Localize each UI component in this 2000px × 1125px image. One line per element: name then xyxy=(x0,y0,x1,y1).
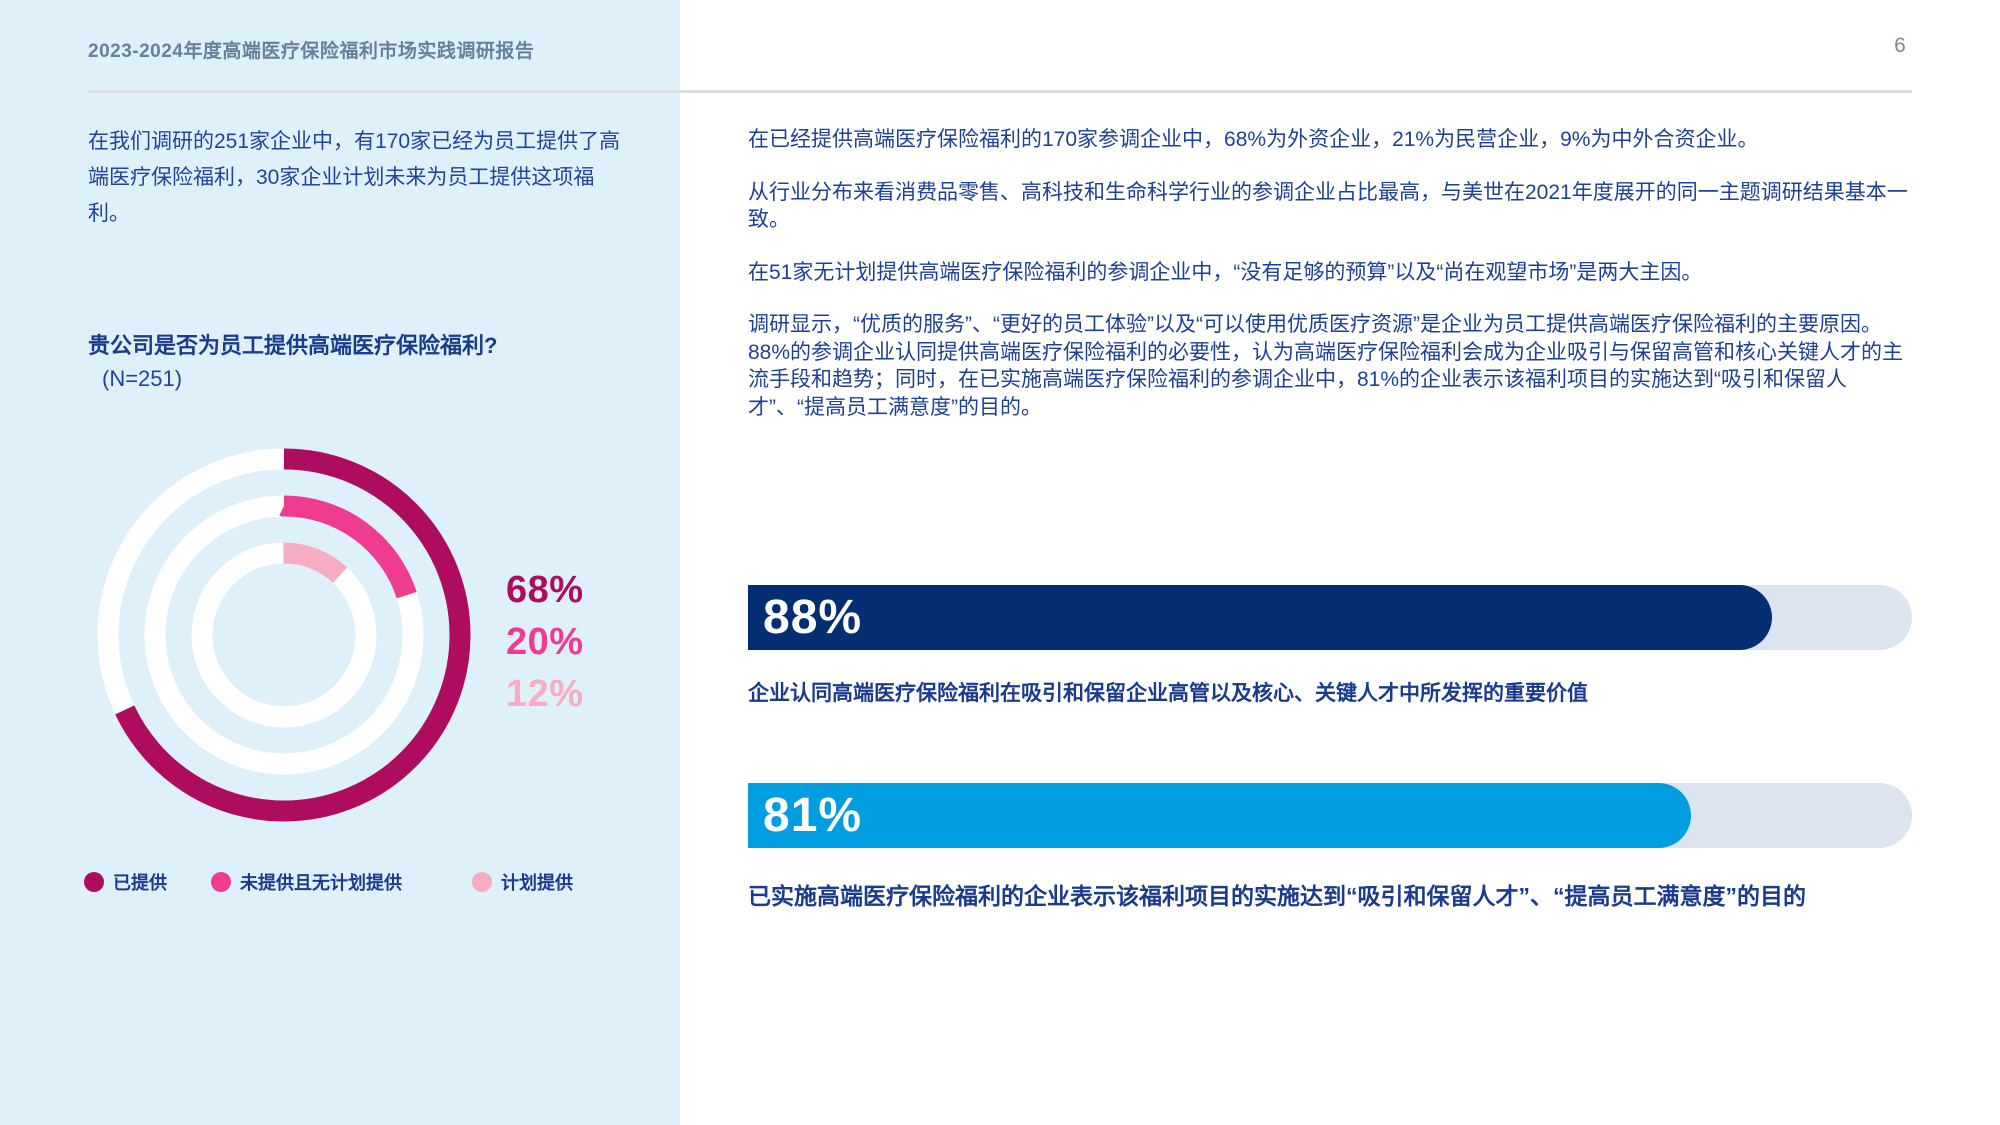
donut-arc-provided xyxy=(97,448,471,822)
legend-label-provided: 已提供 xyxy=(113,873,167,893)
left-panel: 在我们调研的251家企业中，有170家已经为员工提供了高端医疗保险福利，30家企… xyxy=(0,0,680,1125)
stat-bar-81-value: 81% xyxy=(763,789,863,842)
percentage-label-planned: 12% xyxy=(506,673,584,715)
legend-item-planned: 计划提供 xyxy=(472,869,573,895)
percentage-label-no-plan: 20% xyxy=(506,621,584,663)
legend-dot-provided-icon xyxy=(84,872,104,892)
donut-legend: 已提供 未提供且无计划提供 计划提供 xyxy=(84,869,573,895)
body-paragraphs: 在已经提供高端医疗保险福利的170家参调企业中，68%为外资企业，21%为民营企… xyxy=(748,126,1912,446)
stat-bar-81-track: 81% xyxy=(748,783,1912,848)
donut-percentage-labels: 68% 20% 12% xyxy=(506,570,584,714)
survey-intro-text: 在我们调研的251家企业中，有170家已经为员工提供了高端医疗保险福利，30家企… xyxy=(88,130,621,225)
legend-label-planned: 计划提供 xyxy=(501,873,573,893)
legend-label-no-plan: 未提供且无计划提供 xyxy=(240,873,402,893)
chart-question-title: 贵公司是否为员工提供高端医疗保险福利? xyxy=(88,333,498,358)
paragraph-survey-findings: 调研显示，“优质的服务”、“更好的员工体验”以及“可以使用优质医疗资源”是企业为… xyxy=(748,313,1904,419)
sample-size-label: (N=251) xyxy=(102,366,183,391)
legend-dot-planned-icon xyxy=(472,872,492,892)
paragraph-no-plan-reasons: 在51家无计划提供高端医疗保险福利的参调企业中，“没有足够的预算”以及“尚在观望… xyxy=(748,260,1703,284)
percentage-label-provided: 68% xyxy=(506,569,584,611)
report-header-title: 2023-2024年度高端医疗保险福利市场实践调研报告 xyxy=(88,41,535,62)
stat-bar-81-caption: 已实施高端医疗保险福利的企业表示该福利项目的实施达到“吸引和保留人才”、“提高员… xyxy=(748,883,1806,909)
header-divider xyxy=(88,90,1912,93)
donut-ring-inner-track xyxy=(191,542,377,728)
page-number: 6 xyxy=(1894,34,1906,57)
stat-bar-88-value: 88% xyxy=(763,591,863,644)
stat-bar-81: 81% 已实施高端医疗保险福利的企业表示该福利项目的实施达到“吸引和保留人才”、… xyxy=(748,783,1912,911)
stat-bar-88-fill: 88% xyxy=(748,585,1773,650)
stat-bar-81-fill: 81% xyxy=(748,783,1691,848)
paragraph-ownership-split: 在已经提供高端医疗保险福利的170家参调企业中，68%为外资企业，21%为民营企… xyxy=(748,128,1759,151)
legend-dot-no-plan-icon xyxy=(211,872,231,892)
donut-arc-no-plan xyxy=(144,495,424,775)
legend-item-provided: 已提供 xyxy=(84,869,167,895)
paragraph-industry-distribution: 从行业分布来看消费品零售、高科技和生命科学行业的参调企业占比最高，与美世在202… xyxy=(748,180,1908,232)
donut-chart xyxy=(84,435,484,835)
donut-arc-planned xyxy=(191,542,377,728)
legend-item-no-plan: 未提供且无计划提供 xyxy=(211,869,402,895)
donut-chart-svg xyxy=(97,448,471,822)
stat-bar-88: 88% 企业认同高端医疗保险福利在吸引和保留企业高管以及核心、关键人才中所发挥的… xyxy=(748,585,1912,709)
stat-bar-88-caption: 企业认同高端医疗保险福利在吸引和保留企业高管以及核心、关键人才中所发挥的重要价值 xyxy=(748,682,1588,705)
stat-bar-88-track: 88% xyxy=(748,585,1912,650)
